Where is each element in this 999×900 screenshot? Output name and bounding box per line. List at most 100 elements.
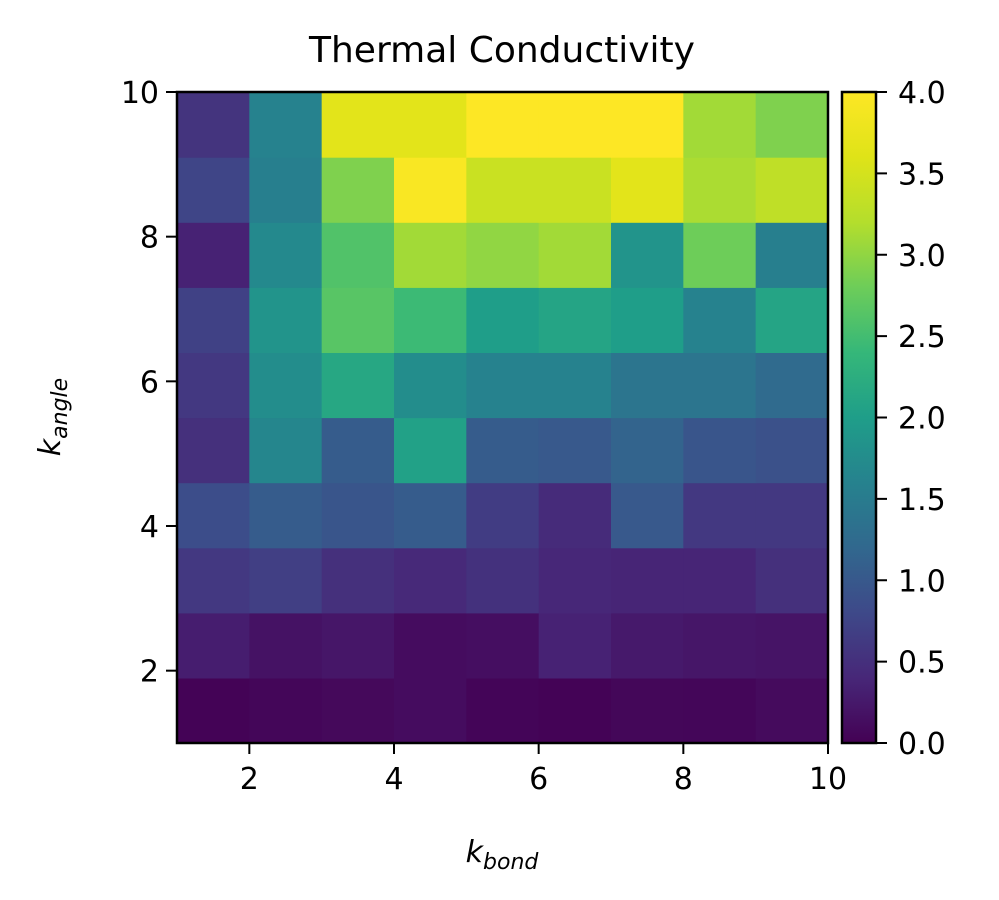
heatmap-cell (394, 157, 467, 223)
heatmap-cell (394, 92, 467, 158)
heatmap-cell (611, 612, 684, 679)
heatmap-cell (611, 287, 684, 353)
colorbar (840, 90, 878, 745)
y-tick-label: 6 (140, 365, 159, 400)
x-tick-label: 4 (384, 762, 403, 797)
heatmap-cell (755, 92, 829, 158)
heatmap-cell (611, 157, 684, 223)
heatmap-cell (466, 482, 540, 549)
heatmap-cell (321, 612, 395, 679)
heatmap-cell (755, 222, 829, 288)
heatmap-cell (321, 157, 395, 223)
heatmap-cell (321, 482, 395, 549)
colorbar-tick-label: 1.0 (898, 564, 946, 599)
heatmap-cell (683, 287, 757, 353)
heatmap-cell (466, 417, 540, 484)
heatmap-cell (249, 222, 323, 288)
heatmap-cell (249, 547, 323, 614)
x-axis-ticks: 2 4 6 8 10 (240, 743, 847, 797)
heatmap-cell (755, 612, 829, 679)
heatmap-cell (755, 157, 829, 223)
heatmap-cell (249, 417, 323, 484)
y-tick-label: 10 (121, 76, 159, 111)
y-axis-ticks: 2 4 6 8 10 (121, 76, 177, 690)
heatmap-cell (394, 352, 467, 419)
x-tick-label: 8 (674, 762, 693, 797)
heatmap-cell (321, 352, 395, 419)
heatmap-cell (683, 92, 757, 158)
heatmap-cell (177, 417, 250, 484)
heatmap-cell (394, 482, 467, 549)
x-axis-label: kbond (466, 835, 540, 875)
heatmap-cell (538, 612, 612, 679)
heatmap-cell (538, 92, 612, 158)
x-tick-label: 10 (809, 762, 847, 797)
heatmap-cell (538, 222, 612, 288)
heatmap-cell (177, 547, 250, 614)
heatmap-cell (755, 287, 829, 353)
heatmap-cell (611, 417, 684, 484)
colorbar-tick-label: 0.0 (898, 727, 946, 762)
heatmap-cell (177, 352, 250, 419)
heatmap-cell (611, 92, 684, 158)
heatmap-cell (394, 222, 467, 288)
heatmap-cell (466, 157, 540, 223)
heatmap-cell (177, 92, 250, 158)
heatmap-cell (611, 547, 684, 614)
heatmap-cell (683, 482, 757, 549)
heatmap-cell (466, 352, 540, 419)
heatmap-cell (538, 482, 612, 549)
colorbar-tick-label: 0.5 (898, 646, 946, 681)
heatmap-cell (394, 612, 467, 679)
heatmap-cell (538, 287, 612, 353)
colorbar-tick-label: 3.5 (898, 157, 946, 192)
heatmap-cell (249, 92, 323, 158)
heatmap-cell (177, 157, 250, 223)
heatmap-cell (249, 352, 323, 419)
heatmap-cell (321, 222, 395, 288)
heatmap-cell (755, 417, 829, 484)
y-tick-label: 2 (140, 655, 159, 690)
heatmap-cell (683, 677, 757, 744)
heatmap-cell (321, 287, 395, 353)
heatmap-cell (249, 482, 323, 549)
heatmap-cell (611, 222, 684, 288)
heatmap-cell (321, 547, 395, 614)
heatmap-cell (177, 287, 250, 353)
heatmap-cell (466, 547, 540, 614)
heatmap-cell (683, 547, 757, 614)
heatmap-cell (177, 482, 250, 549)
heatmap-cell (538, 417, 612, 484)
heatmap-cell (177, 222, 250, 288)
heatmap-cells (177, 92, 829, 744)
heatmap-cell (394, 547, 467, 614)
y-tick-label: 8 (140, 221, 159, 256)
heatmap-cell (466, 612, 540, 679)
heatmap-cell (394, 417, 467, 484)
heatmap-cell (466, 677, 540, 744)
colorbar-ticks: 0.0 0.5 1.0 1.5 2.0 2.5 3.0 3.5 4.0 (876, 76, 946, 762)
heatmap-cell (683, 222, 757, 288)
heatmap-cell (249, 612, 323, 679)
x-tick-label: 6 (529, 762, 548, 797)
heatmap-cell (611, 482, 684, 549)
chart-title: Thermal Conductivity (308, 30, 695, 71)
heatmap-cell (755, 677, 829, 744)
heatmap-cell (755, 482, 829, 549)
heatmap-cell (683, 417, 757, 484)
heatmap-cell (755, 547, 829, 614)
heatmap-cell (466, 287, 540, 353)
y-axis-label: kangle (33, 378, 73, 456)
heatmap-cell (683, 352, 757, 419)
colorbar-tick-label: 1.5 (898, 483, 946, 518)
heatmap-cell (466, 92, 540, 158)
heatmap-cell (538, 547, 612, 614)
heatmap-cell (611, 677, 684, 744)
heatmap-cell (755, 352, 829, 419)
heatmap-cell (683, 157, 757, 223)
heatmap-cell (249, 287, 323, 353)
heatmap-cell (611, 352, 684, 419)
heatmap-cell (394, 287, 467, 353)
x-tick-label: 2 (240, 762, 259, 797)
